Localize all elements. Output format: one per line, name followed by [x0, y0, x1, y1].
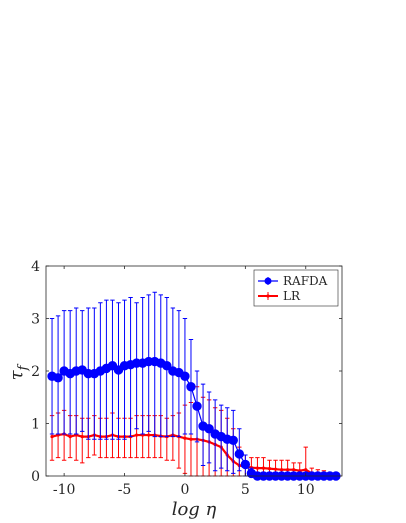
data-point-lr [273, 467, 278, 471]
data-point-lr [255, 466, 260, 470]
x-tick-label: 10 [297, 482, 315, 498]
x-tick-label: -10 [53, 482, 76, 498]
data-point-lr [50, 435, 54, 439]
data-point-lr [261, 466, 266, 470]
legend-marker-lr [266, 294, 270, 298]
legend-label-rafda: RAFDA [283, 274, 328, 288]
data-point-rafda [204, 424, 214, 434]
legend-item-rafda: RAFDA [258, 274, 328, 288]
data-point-lr [80, 435, 84, 439]
data-point-lr [304, 468, 308, 472]
y-tick-label: 2 [31, 364, 40, 380]
data-point-rafda [53, 373, 63, 383]
data-point-lr [267, 467, 272, 471]
data-point-rafda [180, 371, 190, 381]
x-tick-label: 5 [241, 482, 250, 498]
x-tick-label: 0 [180, 482, 189, 498]
data-point-rafda [240, 459, 251, 470]
data-point-lr [189, 437, 193, 441]
data-point-rafda [186, 382, 196, 392]
y-tick-label: 4 [31, 259, 40, 275]
legend-label-lr: LR [283, 289, 301, 303]
data-point-lr [292, 468, 296, 472]
data-point-rafda [192, 401, 202, 411]
legend-marker-rafda [264, 277, 272, 285]
data-point-rafda [228, 435, 238, 445]
data-point-lr [279, 468, 284, 472]
data-point-lr [286, 468, 290, 472]
data-point-lr [68, 435, 72, 439]
data-point-lr [183, 436, 187, 440]
y-tick-label: 3 [31, 312, 40, 328]
ticks-layer: -10 -5 0 5 10 0 1 2 3 4 [31, 259, 342, 498]
y-tick-label: 0 [31, 469, 40, 485]
data-point-lr [135, 433, 139, 437]
y-tick-label: 1 [31, 417, 40, 433]
x-tick-label: -5 [118, 482, 132, 498]
y-axis-label: τf [6, 363, 31, 380]
x-axis-label: log η [172, 499, 217, 520]
data-point-rafda [162, 361, 172, 371]
data-point-rafda [234, 449, 245, 459]
legend-item-lr: LR [258, 289, 301, 303]
data-point-lr [147, 433, 151, 437]
